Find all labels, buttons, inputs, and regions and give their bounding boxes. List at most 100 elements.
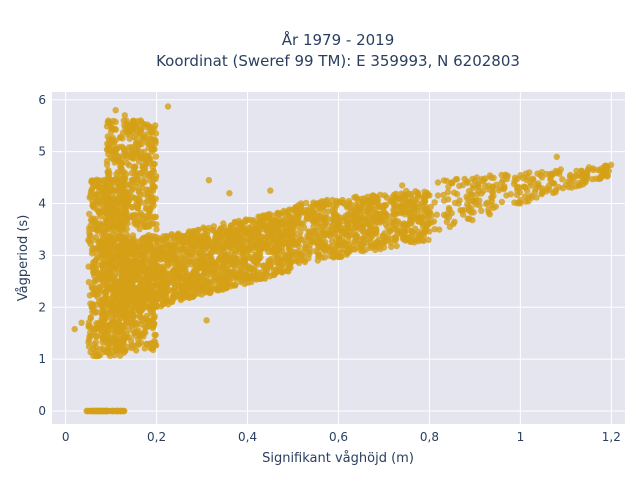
y-tick-label: 6 (38, 93, 46, 107)
data-point (381, 192, 388, 199)
data-point (396, 220, 404, 228)
data-point (89, 218, 97, 225)
data-point (146, 208, 153, 215)
x-tick-label: 0 (62, 430, 70, 444)
data-point (89, 183, 97, 190)
data-point (521, 193, 529, 200)
data-point (433, 211, 440, 218)
y-tick-label: 0 (38, 404, 46, 418)
data-point (336, 198, 343, 205)
data-point (221, 250, 229, 257)
data-point (468, 191, 476, 198)
data-point (170, 267, 177, 275)
data-point (377, 245, 384, 253)
data-point (565, 178, 572, 185)
data-point (321, 254, 329, 261)
data-point (150, 183, 157, 191)
data-point (528, 194, 536, 201)
data-point (133, 296, 140, 303)
data-point (119, 199, 127, 206)
data-point (266, 257, 274, 264)
data-point (140, 288, 147, 295)
data-point (111, 187, 119, 195)
data-point (185, 251, 193, 258)
data-point (153, 238, 160, 245)
data-point (85, 225, 93, 232)
data-point (254, 219, 262, 226)
data-point (295, 237, 302, 245)
data-point (390, 217, 398, 225)
data-point (381, 230, 388, 237)
data-point (209, 269, 217, 276)
data-point (455, 200, 462, 207)
data-point (89, 201, 96, 209)
data-point (407, 209, 414, 216)
data-point (314, 200, 322, 207)
data-point (124, 245, 131, 252)
data-point (142, 213, 149, 220)
data-point (177, 294, 184, 302)
data-point (124, 160, 131, 167)
x-tick-label: 0,4 (238, 430, 257, 444)
data-point (382, 210, 389, 217)
data-point (450, 220, 457, 227)
data-point (150, 220, 157, 227)
data-point (486, 172, 494, 179)
data-point (117, 233, 125, 240)
data-point (110, 215, 118, 222)
data-point (246, 235, 253, 242)
y-tick-label: 3 (38, 248, 46, 262)
data-point (105, 199, 113, 207)
x-axis-title: Signifikant våghöjd (m) (262, 451, 414, 466)
data-point (150, 160, 157, 167)
data-point (171, 273, 178, 280)
data-point (367, 238, 374, 245)
data-point (143, 186, 150, 193)
data-point (347, 224, 354, 232)
data-point (148, 292, 155, 299)
data-point (205, 241, 212, 248)
data-point (478, 207, 485, 214)
data-point (262, 234, 270, 241)
data-point (239, 243, 246, 250)
data-point (450, 189, 458, 196)
data-point (431, 199, 438, 206)
data-point (86, 210, 93, 218)
data-point (71, 325, 78, 333)
data-point (528, 182, 535, 189)
data-point (164, 103, 172, 110)
data-point (343, 219, 351, 226)
data-point (130, 304, 137, 311)
data-point (274, 266, 282, 273)
data-point (254, 229, 261, 236)
data-point (360, 240, 367, 247)
data-point (201, 225, 208, 233)
data-point (152, 153, 160, 160)
data-point (112, 270, 119, 277)
data-point (260, 241, 267, 248)
data-point (168, 251, 175, 258)
data-point (135, 188, 142, 196)
data-point (302, 210, 310, 218)
data-point (90, 341, 98, 348)
data-point (576, 179, 583, 187)
data-point (427, 203, 434, 210)
data-point (501, 184, 508, 192)
data-point (138, 140, 145, 148)
data-point (184, 231, 191, 238)
data-point (143, 267, 150, 275)
data-point (90, 269, 98, 276)
data-point (181, 255, 188, 262)
data-point (359, 235, 367, 242)
data-point (329, 215, 336, 223)
data-point (395, 209, 402, 216)
data-point (192, 281, 199, 289)
data-point (120, 302, 128, 309)
data-point (243, 230, 251, 237)
data-point (148, 148, 155, 156)
data-point (184, 246, 191, 253)
data-point (401, 231, 408, 239)
data-point (440, 177, 448, 184)
data-point (93, 206, 101, 213)
data-point (275, 226, 282, 234)
